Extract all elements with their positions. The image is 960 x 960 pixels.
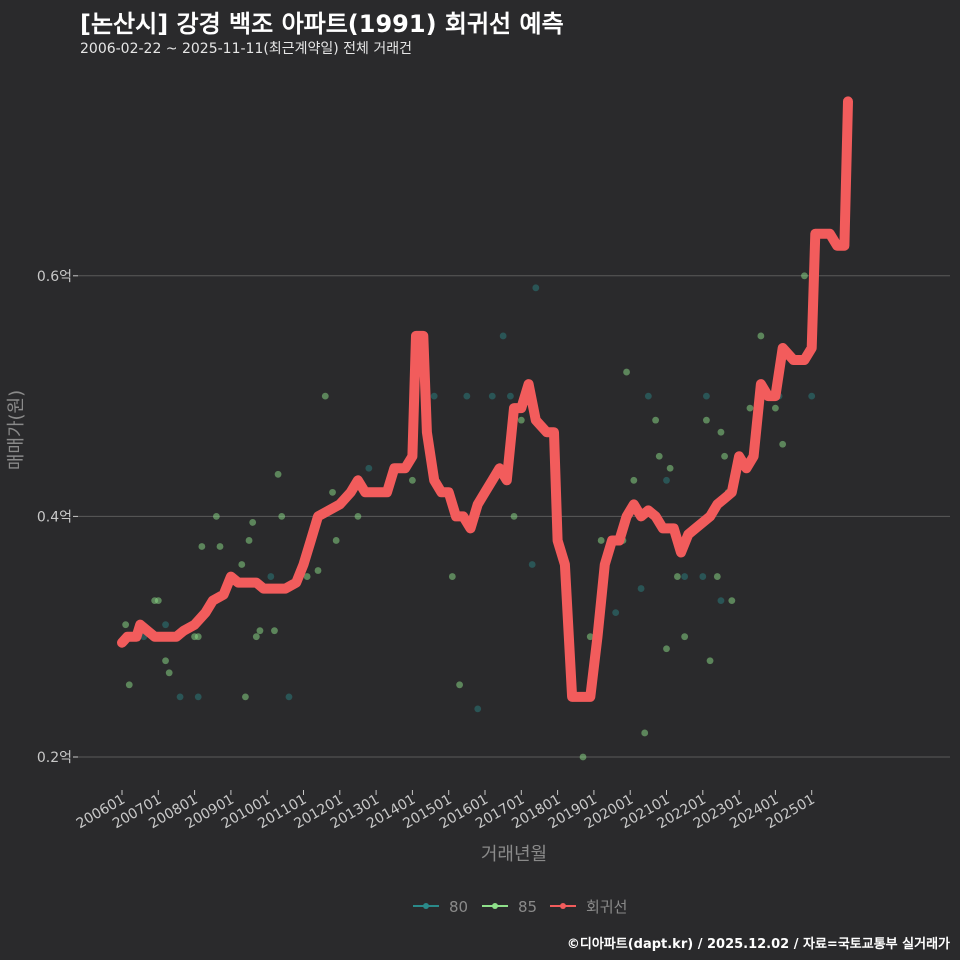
scatter-point-80	[808, 392, 816, 400]
scatter-point-80	[285, 693, 293, 701]
scatter-point-85	[779, 440, 787, 448]
scatter-point-85	[256, 627, 264, 635]
scatter-point-85	[721, 452, 728, 460]
scatter-point-80	[194, 693, 202, 701]
scatter-point-80	[507, 392, 514, 400]
scatter-point-85	[194, 633, 202, 641]
scatter-point-85	[245, 537, 253, 544]
scatter-point-80	[488, 392, 496, 400]
scatter-point-80	[699, 573, 707, 580]
scatter-point-85	[303, 573, 311, 580]
scatter-point-85	[623, 368, 630, 376]
scatter-point-85	[746, 404, 754, 412]
legend-marker-regression	[560, 903, 566, 909]
legend-marker-80	[423, 903, 429, 909]
scatter-point-85	[249, 519, 257, 526]
scatter-point-80	[499, 332, 507, 340]
scatter-point-85	[579, 753, 587, 761]
scatter-point-85	[801, 272, 808, 280]
scatter-point-85	[630, 476, 638, 484]
scatter-point-85	[278, 513, 286, 520]
scatter-point-85	[772, 404, 779, 412]
scatter-point-80	[474, 705, 482, 713]
scatter-point-85	[125, 681, 133, 689]
scatter-point-80	[717, 597, 725, 605]
scatter-point-85	[242, 693, 249, 701]
scatter-point-85	[641, 729, 649, 737]
scatter-point-85	[122, 621, 130, 629]
scatter-point-85	[673, 573, 681, 580]
legend-marker-85	[492, 903, 498, 909]
scatter-point-85	[354, 513, 362, 520]
scatter-point-85	[321, 392, 329, 400]
y-tick-label: 0.4억	[37, 509, 72, 525]
scatter-point-80	[612, 609, 620, 617]
scatter-point-85	[717, 428, 725, 436]
scatter-point-85	[165, 669, 173, 677]
scatter-point-85	[706, 657, 714, 665]
scatter-point-85	[597, 537, 605, 544]
scatter-point-85	[329, 488, 336, 496]
y-tick-label: 0.2억	[37, 750, 72, 766]
scatter-point-80	[430, 392, 438, 400]
y-tick-label: 0.6억	[37, 269, 72, 285]
scatter-point-80	[528, 561, 536, 568]
scatter-point-85	[510, 513, 518, 520]
x-axis-title: 거래년월	[481, 844, 547, 865]
page-title: [논산시] 강경 백조 아파트(1991) 회귀선 예측	[80, 10, 564, 38]
source-credit: ©디아파트(dapt.kr) / 2025.12.02 / 자료=국토교통부 실…	[566, 937, 950, 952]
regression-line	[117, 96, 853, 702]
y-axis-title: 매매가(원)	[6, 390, 27, 470]
scatter-point-80	[663, 476, 670, 484]
scatter-point-85	[252, 633, 260, 641]
scatter-point-85	[212, 513, 220, 520]
scatter-point-80	[176, 693, 184, 701]
page-subtitle: 2006-02-22 ~ 2025-11-11(최근계약일) 전체 거래건	[80, 41, 412, 57]
scatter-point-85	[663, 645, 670, 653]
scatter-point-85	[713, 573, 721, 580]
scatter-point-85	[238, 561, 246, 568]
scatter-point-85	[655, 452, 663, 460]
scatter-point-85	[586, 633, 594, 641]
scatter-point-80	[267, 573, 275, 580]
scatter-point-80	[532, 284, 540, 292]
scatter-point-85	[448, 573, 456, 580]
scatter-point-85	[728, 597, 736, 605]
legend-label-85: 85	[518, 898, 537, 916]
scatter-point-85	[456, 681, 463, 689]
scatter-point-85	[274, 470, 282, 478]
scatter-point-80	[681, 573, 689, 580]
scatter-point-80	[637, 585, 645, 592]
scatter-point-85	[681, 633, 689, 641]
scatter-point-80	[463, 392, 471, 400]
scatter-point-85	[216, 543, 224, 550]
regression-line-group	[117, 96, 853, 702]
legend: 80 85 회귀선	[413, 898, 627, 916]
scatter-point-85	[198, 543, 206, 550]
scatter-point-85	[154, 597, 162, 605]
scatter-point-85	[409, 476, 416, 484]
scatter-point-80	[162, 621, 169, 629]
scatter-point-85	[757, 332, 765, 340]
scatter-point-80	[365, 464, 373, 472]
scatter-point-85	[314, 567, 322, 574]
scatter-point-85	[703, 416, 710, 424]
x-axis-ticks: 2006012007012008012009012010012011012012…	[74, 790, 818, 832]
legend-label-regression: 회귀선	[586, 898, 627, 916]
scatter-point-80	[644, 392, 652, 400]
scatter-point-85	[332, 537, 340, 544]
scatter-point-85	[652, 416, 660, 424]
y-axis-ticks: 0.2억 0.4억 0.6억	[37, 269, 78, 766]
scatter-point-85	[666, 464, 674, 472]
legend-label-80: 80	[449, 898, 468, 916]
scatter-point-85	[517, 416, 525, 424]
scatter-point-85	[162, 657, 169, 665]
scatter-point-80	[703, 392, 710, 400]
scatter-point-85	[271, 627, 278, 635]
